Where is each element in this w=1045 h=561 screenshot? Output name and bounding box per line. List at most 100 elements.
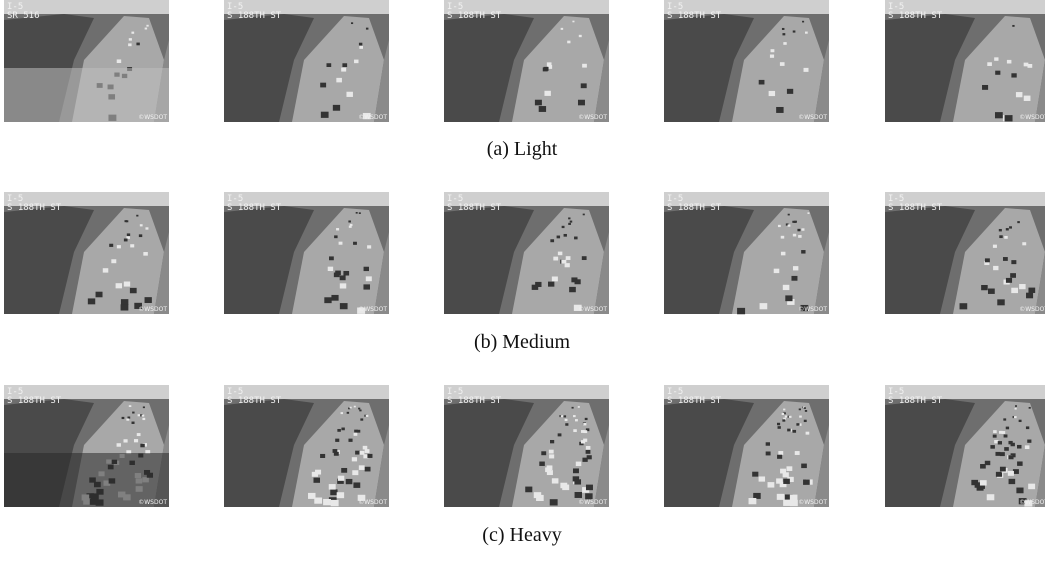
car <box>334 273 340 278</box>
car <box>1000 452 1005 456</box>
car <box>576 462 582 466</box>
car <box>341 428 344 431</box>
car <box>778 225 781 227</box>
car <box>140 444 144 448</box>
car <box>797 229 800 231</box>
credit-label: ©WSDOT <box>798 114 827 121</box>
car <box>561 260 566 264</box>
car <box>336 78 342 82</box>
credit-label: ©WSDOT <box>1019 114 1045 121</box>
car <box>365 449 370 453</box>
car <box>1011 73 1016 77</box>
car <box>799 408 801 410</box>
car <box>364 267 369 271</box>
car <box>139 234 142 237</box>
car <box>126 220 129 222</box>
car <box>781 236 784 239</box>
car <box>1019 284 1026 289</box>
car <box>143 252 148 256</box>
car <box>780 62 785 66</box>
car <box>584 430 588 433</box>
car <box>993 266 998 270</box>
car <box>313 478 320 483</box>
car <box>1024 96 1031 101</box>
car <box>549 454 554 458</box>
figure: I-5SR 516©WSDOT I-5S 188TH ST©WSDOT I-5S 1… <box>0 0 1045 556</box>
car <box>360 418 363 420</box>
camera-image: I-5S 188TH ST©WSDOT <box>664 192 829 314</box>
car <box>1019 420 1022 422</box>
car <box>561 415 564 417</box>
camera-image: I-5S 188TH ST©WSDOT <box>664 385 829 507</box>
credit-label: ©WSDOT <box>358 114 387 121</box>
credit-label: ©WSDOT <box>578 114 607 121</box>
car <box>1006 278 1012 283</box>
location-label: S 188TH ST <box>7 203 62 213</box>
car <box>980 464 986 469</box>
car <box>776 107 783 113</box>
car <box>994 57 998 60</box>
car <box>535 100 542 106</box>
car <box>988 289 995 294</box>
car <box>766 451 771 455</box>
car <box>1004 434 1008 437</box>
car <box>142 415 145 417</box>
car <box>782 28 784 30</box>
car <box>996 472 1002 477</box>
car <box>324 297 331 303</box>
car <box>363 446 368 450</box>
car <box>137 433 141 436</box>
car <box>359 43 362 46</box>
car <box>567 41 570 44</box>
car <box>769 91 775 96</box>
car <box>337 429 340 432</box>
car <box>793 430 797 433</box>
car <box>802 21 804 23</box>
car <box>347 412 349 414</box>
car <box>777 494 785 500</box>
car <box>768 482 775 487</box>
car <box>579 35 582 37</box>
car <box>997 299 1004 305</box>
camera-image: I-5SR 516©WSDOT <box>4 0 169 122</box>
car <box>777 423 780 425</box>
car <box>367 454 372 458</box>
car <box>366 276 372 281</box>
car <box>565 263 570 267</box>
car <box>1006 228 1009 230</box>
location-label: S 188TH ST <box>227 11 282 21</box>
car <box>534 492 541 498</box>
car <box>778 426 781 429</box>
car <box>365 467 371 472</box>
car <box>999 229 1002 231</box>
car <box>339 242 343 245</box>
car <box>354 433 358 436</box>
car <box>778 451 783 455</box>
car <box>1015 405 1017 407</box>
car <box>129 405 131 407</box>
car <box>749 498 757 504</box>
car <box>771 49 775 52</box>
credit-label: ©WSDOT <box>138 306 167 313</box>
car <box>987 62 992 66</box>
car <box>544 67 549 71</box>
car <box>791 276 797 281</box>
car <box>328 267 333 271</box>
car <box>801 464 807 469</box>
car <box>1017 461 1023 465</box>
car <box>982 85 988 90</box>
car <box>1007 60 1011 64</box>
car <box>340 303 348 309</box>
car <box>359 410 361 412</box>
subfigure-caption: (c) Heavy <box>482 524 561 546</box>
car <box>130 288 137 293</box>
camera-image: I-5S 188TH ST©WSDOT <box>4 192 169 314</box>
car <box>539 106 546 112</box>
credit-label: ©WSDOT <box>798 306 827 313</box>
car <box>337 492 344 498</box>
car <box>329 484 336 490</box>
car <box>138 414 141 416</box>
car <box>785 295 792 301</box>
car <box>358 408 360 410</box>
camera-image: I-5S 188TH ST©WSDOT <box>444 385 609 507</box>
